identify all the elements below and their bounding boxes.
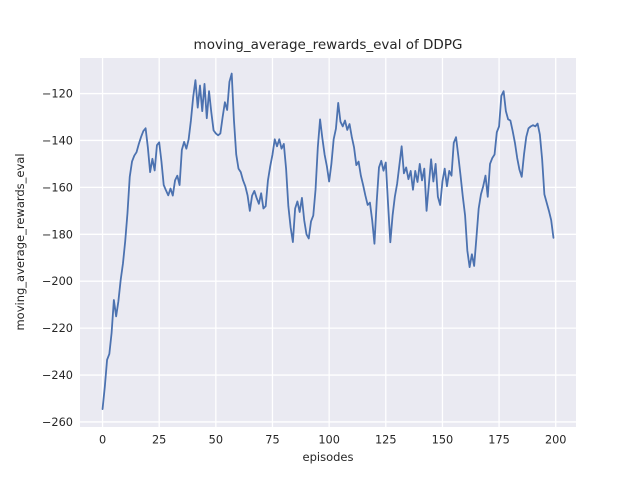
y-tick-label: −140	[42, 134, 73, 147]
x-tick-label: 50	[209, 434, 223, 447]
y-tick-label: −120	[42, 88, 73, 101]
reward-line	[101, 72, 555, 410]
data-layer	[101, 72, 555, 410]
grid-layer	[80, 58, 576, 427]
y-tick-label: −200	[42, 275, 73, 288]
x-tick-label: 25	[152, 434, 166, 447]
axes-layer	[80, 58, 576, 427]
plot-area	[80, 58, 576, 427]
y-tick-label: −180	[42, 228, 73, 241]
chart-title: moving_average_rewards_eval of DDPG	[194, 37, 463, 53]
y-axis-label: moving_average_rewards_eval	[13, 153, 27, 330]
y-tick-label: −260	[42, 416, 73, 429]
x-tick-label: 125	[375, 434, 397, 447]
x-tick-label: 175	[488, 434, 510, 447]
x-axis-label: episodes	[303, 450, 354, 464]
y-tick-label: −220	[42, 322, 73, 335]
tick-labels: 0 25 50 75 100 125 150 175 200 −260 −240 −220 −200 −1…	[42, 88, 567, 447]
x-tick-label: 100	[318, 434, 340, 447]
x-tick-label: 200	[545, 434, 567, 447]
x-tick-label: 75	[265, 434, 279, 447]
y-tick-label: −240	[42, 369, 73, 382]
x-tick-label: 0	[99, 434, 106, 447]
x-tick-label: 150	[432, 434, 454, 447]
y-tick-label: −160	[42, 181, 73, 194]
